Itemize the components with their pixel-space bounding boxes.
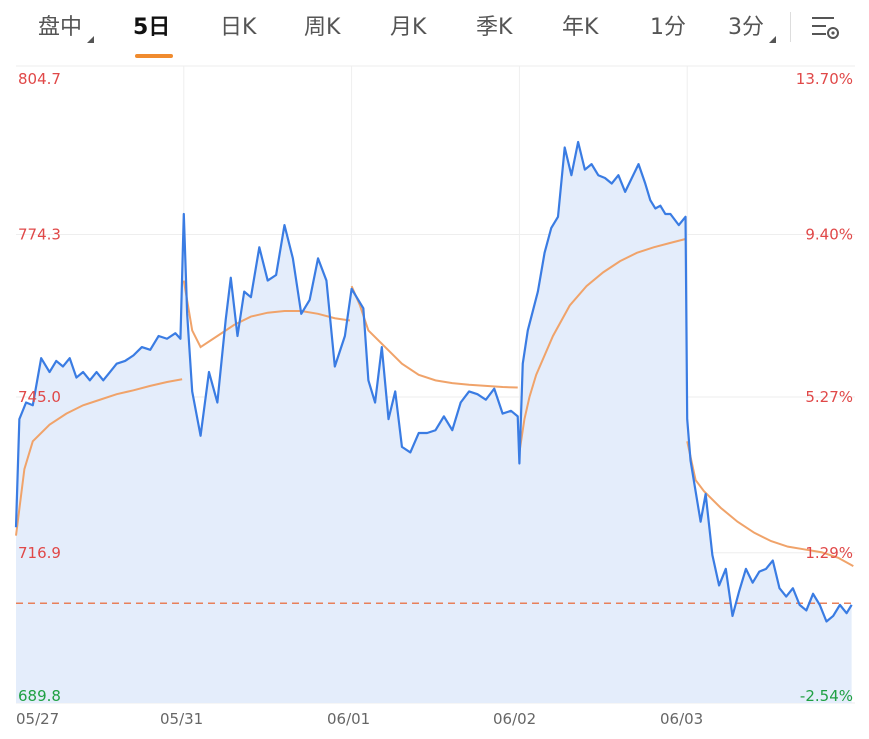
price-area-fill <box>16 141 852 703</box>
date-tick-label: 06/02 <box>493 710 536 728</box>
tab-divider <box>790 12 791 42</box>
dropdown-corner-icon <box>87 36 95 43</box>
tab-3min[interactable]: 3分 <box>728 9 776 43</box>
percent-tick-label: -2.54% <box>800 687 853 705</box>
period-tab-bar: 盘中 5日 日K 周K 月K 季K 年K 1分 3分 <box>0 0 869 58</box>
price-tick-label: 689.8 <box>18 687 61 705</box>
percent-tick-label: 1.29% <box>805 544 853 562</box>
tab-month-k[interactable]: 月K <box>390 15 427 40</box>
tab-1min[interactable]: 1分 <box>650 15 686 40</box>
tab-day-k[interactable]: 日K <box>220 15 257 40</box>
tab-5day[interactable]: 5日 <box>133 15 171 40</box>
tab-year-k[interactable]: 年K <box>562 15 599 40</box>
percent-tick-label: 5.27% <box>805 388 853 406</box>
price-tick-label: 804.7 <box>18 70 61 88</box>
average-line-day-5 <box>686 441 854 567</box>
date-tick-label: 06/01 <box>327 710 370 728</box>
price-line <box>14 140 853 623</box>
date-tick-label: 05/27 <box>16 710 59 728</box>
active-tab-underline <box>135 54 173 58</box>
average-line-day-1 <box>15 378 183 536</box>
tab-quarter-k[interactable]: 季K <box>476 15 513 40</box>
dropdown-corner-icon <box>769 36 776 43</box>
price-tick-label: 774.3 <box>18 226 61 244</box>
percent-tick-label: 13.70% <box>796 70 853 88</box>
average-line-day-2 <box>182 280 351 349</box>
percent-tick-label: 9.40% <box>805 226 853 244</box>
price-tick-label: 716.9 <box>18 544 61 562</box>
price-tick-label: 745.0 <box>18 388 61 406</box>
tab-intraday[interactable]: 盘中 <box>38 9 95 43</box>
date-tick-label: 05/31 <box>160 710 203 728</box>
average-line-day-4 <box>518 238 686 453</box>
tab-week-k[interactable]: 周K <box>304 15 341 40</box>
average-line-day-3 <box>350 285 518 389</box>
settings-menu-icon[interactable] <box>804 10 844 46</box>
date-tick-label: 06/03 <box>660 710 703 728</box>
